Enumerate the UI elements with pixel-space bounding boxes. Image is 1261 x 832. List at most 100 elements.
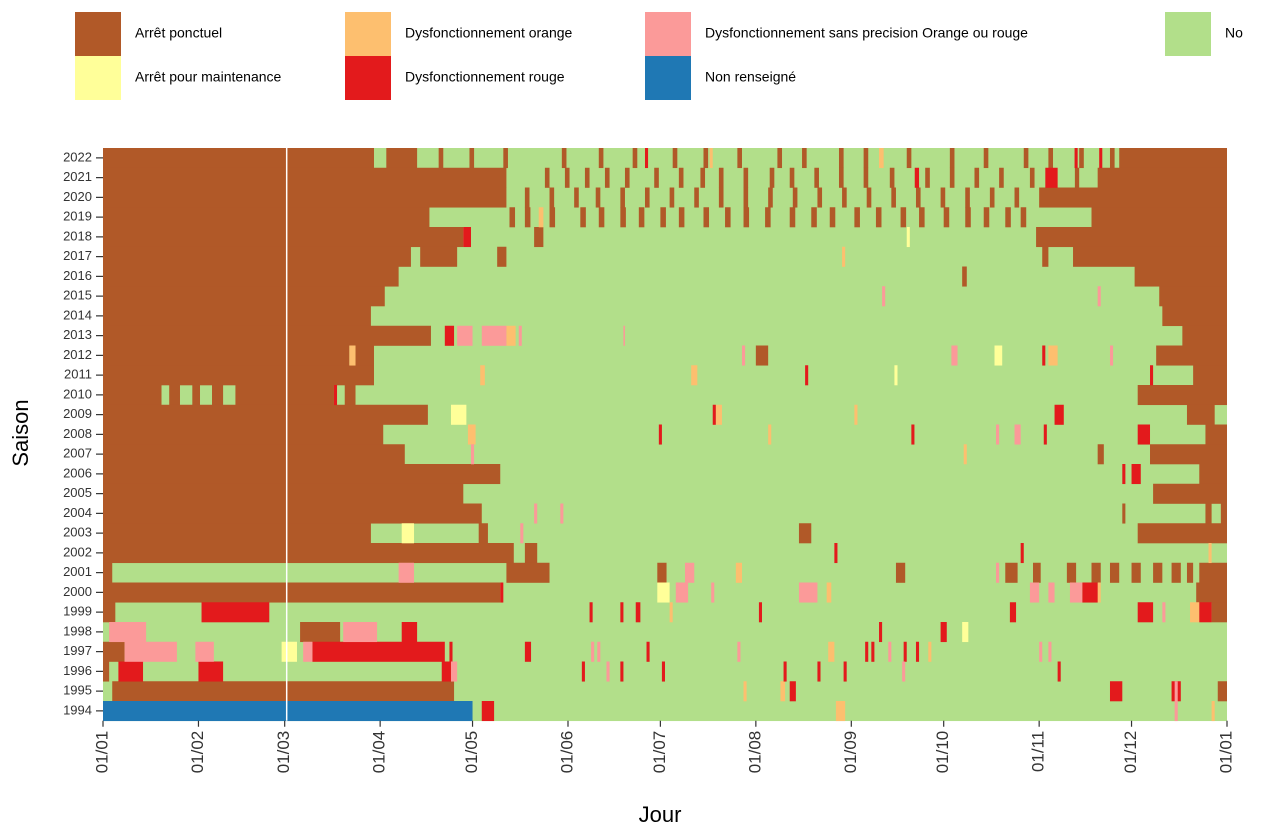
segment — [769, 167, 775, 188]
segment — [401, 622, 418, 643]
y-tick-label: 1997 — [63, 643, 92, 658]
segment — [1205, 424, 1227, 445]
segment — [1199, 562, 1227, 583]
segment — [103, 187, 507, 208]
segment — [524, 641, 532, 662]
segment — [638, 207, 645, 228]
segment — [983, 207, 990, 228]
segment — [798, 523, 812, 544]
x-tick-label: 01/07 — [650, 731, 669, 774]
segment — [715, 404, 722, 425]
segment — [524, 187, 530, 208]
y-tick-label: 2005 — [63, 485, 92, 500]
segment — [798, 582, 818, 603]
segment — [103, 424, 1227, 445]
segment — [620, 207, 626, 228]
segment — [1186, 404, 1215, 425]
segment — [103, 701, 473, 722]
segment — [623, 325, 625, 346]
segment — [691, 365, 698, 386]
segment — [743, 681, 747, 702]
segment — [103, 325, 431, 346]
segment — [1079, 148, 1084, 169]
segment — [1045, 167, 1058, 188]
segment — [344, 385, 356, 406]
segment — [333, 385, 338, 406]
segment — [500, 582, 504, 603]
segment — [1097, 167, 1227, 188]
segment — [1029, 167, 1035, 188]
segment — [1091, 207, 1227, 228]
segment — [889, 167, 895, 188]
segment — [549, 187, 555, 208]
segment — [712, 404, 716, 425]
segment — [624, 167, 630, 188]
segment — [866, 187, 872, 208]
segment — [1023, 148, 1029, 169]
segment — [989, 187, 995, 208]
y-tick-label: 2018 — [63, 228, 92, 243]
segment — [1032, 562, 1041, 583]
segment — [112, 681, 455, 702]
segment — [1208, 543, 1212, 564]
segment — [1174, 701, 1178, 722]
segment — [963, 444, 967, 465]
segment — [103, 424, 384, 445]
segment — [1220, 503, 1227, 524]
segment — [1131, 464, 1141, 485]
segment — [949, 167, 955, 188]
segment — [212, 385, 224, 406]
segment — [789, 207, 796, 228]
segment — [914, 167, 920, 188]
x-axis-title: Jour — [639, 802, 682, 827]
segment — [842, 246, 846, 267]
segment — [725, 207, 731, 228]
segment — [103, 543, 514, 564]
legend-label: Arrêt ponctuel — [135, 25, 222, 41]
segment — [201, 602, 270, 623]
segment — [646, 641, 650, 662]
segment — [1137, 523, 1227, 544]
x-tick-label: 01/02 — [188, 731, 207, 774]
segment — [1162, 602, 1166, 623]
segment — [925, 167, 930, 188]
segment — [103, 523, 1227, 544]
segment — [654, 167, 659, 188]
segment — [343, 622, 378, 643]
segment — [1153, 562, 1163, 583]
legend-label: Non renseigné — [705, 69, 796, 85]
segment — [103, 444, 405, 465]
segment — [620, 661, 624, 682]
segment — [657, 562, 667, 583]
segment — [109, 622, 147, 643]
segment — [386, 148, 418, 169]
segment — [792, 187, 798, 208]
segment — [235, 385, 334, 406]
segment — [355, 345, 374, 366]
segment — [903, 641, 907, 662]
segment — [737, 641, 741, 662]
segment — [940, 187, 946, 208]
segment — [1039, 641, 1043, 662]
y-tick-label: 2013 — [63, 327, 92, 342]
segment — [103, 661, 110, 682]
segment — [743, 167, 749, 188]
segment — [604, 167, 610, 188]
segment — [805, 365, 809, 386]
segment — [789, 167, 795, 188]
segment — [835, 701, 846, 722]
segment — [1137, 602, 1154, 623]
segment — [103, 503, 482, 524]
y-tick-label: 2022 — [63, 149, 92, 164]
y-tick-label: 2002 — [63, 544, 92, 559]
segment — [1014, 187, 1020, 208]
y-tick-label: 2010 — [63, 386, 92, 401]
segment — [401, 523, 415, 544]
y-tick-label: 2004 — [63, 505, 92, 520]
segment — [854, 207, 860, 228]
segment — [581, 661, 585, 682]
segment — [768, 187, 773, 208]
segment — [949, 148, 955, 169]
segment — [718, 187, 724, 208]
